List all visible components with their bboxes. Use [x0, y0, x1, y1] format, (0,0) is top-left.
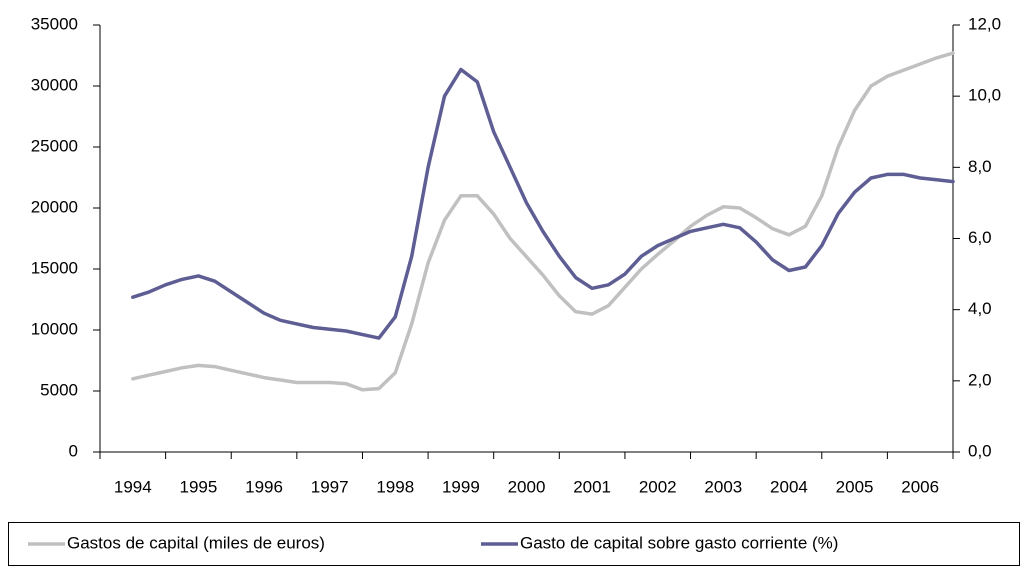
- x-tick-label: 1996: [245, 477, 283, 496]
- y-tick-label: 35000: [31, 14, 78, 33]
- y-tick-label: 30000: [31, 75, 78, 94]
- x-tick-label: 2001: [573, 477, 611, 496]
- y2-tick-label: 10,0: [968, 86, 1001, 105]
- x-tick-label: 1998: [376, 477, 414, 496]
- y-tick-label: 0: [69, 441, 78, 460]
- y2-tick-label: 12,0: [968, 14, 1001, 33]
- legend-label: Gastos de capital (miles de euros): [67, 533, 325, 552]
- y-tick-label: 10000: [31, 319, 78, 338]
- series-line: [131, 67, 955, 340]
- x-tick-label: 2003: [704, 477, 742, 496]
- x-tick-label: 2004: [770, 477, 808, 496]
- x-tick-label: 1997: [311, 477, 349, 496]
- x-tick-label: 2002: [639, 477, 677, 496]
- legend-box: [8, 522, 1020, 566]
- y-tick-label: 20000: [31, 197, 78, 216]
- y-tick-label: 15000: [31, 258, 78, 277]
- y2-tick-label: 2,0: [968, 370, 992, 389]
- y2-tick-label: 8,0: [968, 157, 992, 176]
- y-tick-label: 25000: [31, 136, 78, 155]
- x-tick-label: 1999: [442, 477, 480, 496]
- x-tick-label: 2005: [836, 477, 874, 496]
- y2-tick-label: 6,0: [968, 228, 992, 247]
- y-tick-label: 5000: [40, 380, 78, 399]
- legend-label: Gasto de capital sobre gasto corriente (…: [520, 533, 838, 552]
- x-tick-label: 1994: [114, 477, 152, 496]
- x-tick-label: 2006: [901, 477, 939, 496]
- x-tick-label: 1995: [180, 477, 218, 496]
- x-tick-label: 2000: [508, 477, 546, 496]
- y2-tick-label: 4,0: [968, 299, 992, 318]
- series-line: [131, 51, 955, 392]
- y2-tick-label: 0,0: [968, 441, 992, 460]
